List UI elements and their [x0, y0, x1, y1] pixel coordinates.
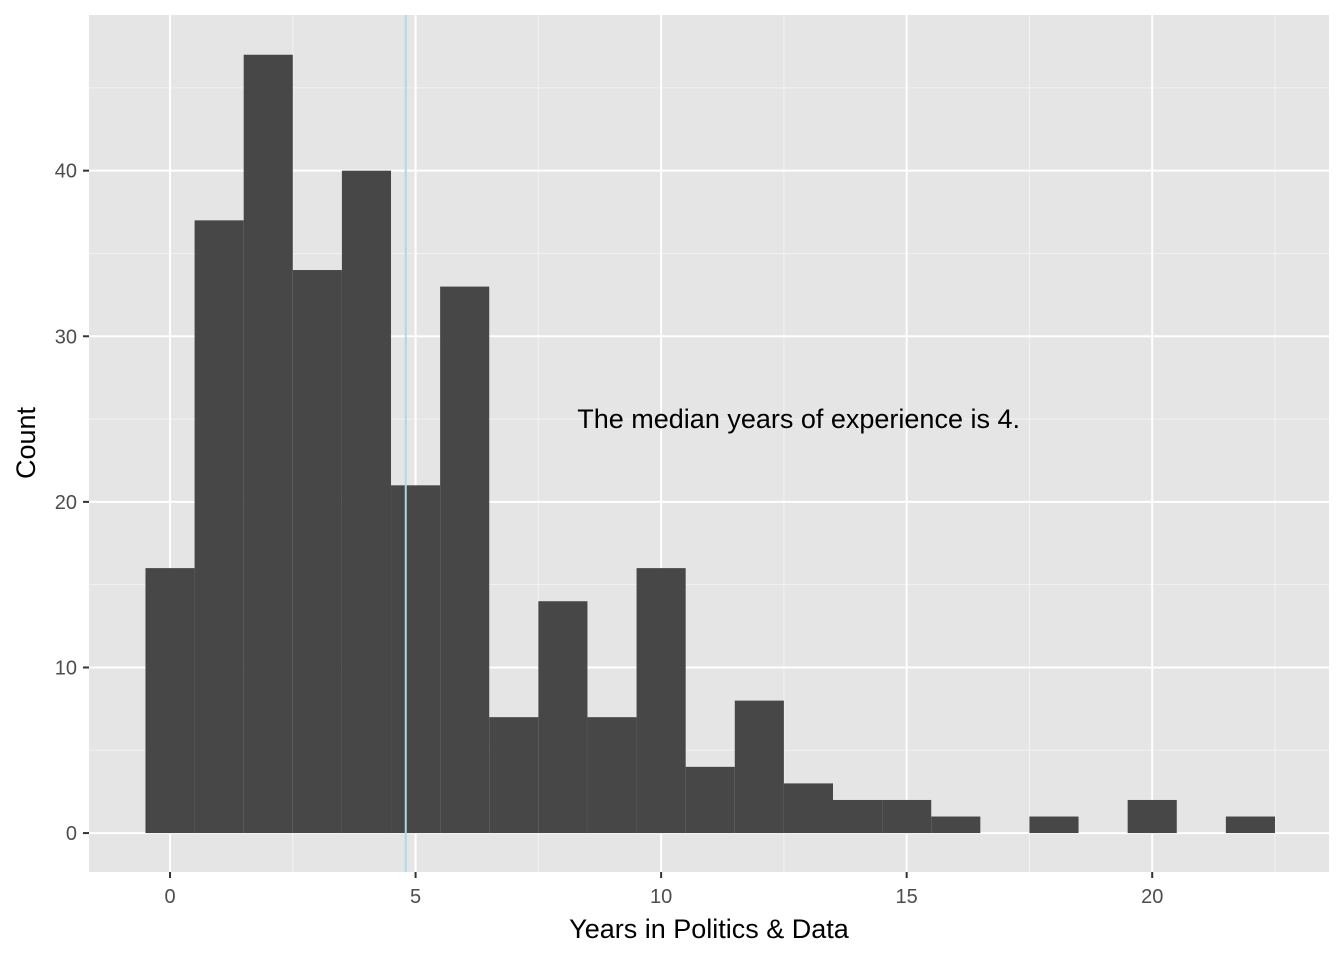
x-tick-label: 10 — [650, 886, 672, 908]
x-tick-label: 15 — [896, 886, 918, 908]
median-annotation: The median years of experience is 4. — [577, 404, 1020, 434]
bar — [341, 170, 392, 834]
bar — [636, 568, 686, 834]
bar — [292, 270, 342, 834]
bar — [391, 485, 441, 834]
bar — [833, 799, 883, 834]
bar — [587, 717, 637, 834]
y-axis: 0 10 20 30 40 — [55, 161, 89, 845]
y-tick-label: 20 — [55, 492, 77, 514]
histogram-bars — [145, 54, 1275, 834]
y-axis-title: Count — [11, 406, 41, 479]
bar — [685, 766, 735, 834]
y-tick-label: 10 — [55, 657, 77, 679]
bar — [1127, 799, 1177, 834]
bar — [194, 220, 244, 834]
y-tick-label: 30 — [55, 326, 77, 348]
x-tick-label: 0 — [164, 886, 175, 908]
y-tick-label: 0 — [66, 823, 77, 845]
bar — [440, 286, 490, 834]
x-axis-title: Years in Politics & Data — [569, 914, 850, 944]
bar — [145, 568, 195, 834]
bar — [882, 799, 932, 834]
x-tick-label: 20 — [1141, 886, 1163, 908]
y-tick-label: 40 — [55, 161, 77, 183]
bar — [538, 601, 588, 834]
bar — [489, 717, 539, 834]
bar — [243, 54, 293, 834]
x-tick-label: 5 — [410, 886, 421, 908]
bar — [931, 816, 981, 834]
bar — [1029, 816, 1079, 834]
x-axis: 0 5 10 15 20 — [164, 872, 1163, 908]
bar — [783, 783, 833, 834]
bar — [734, 700, 784, 834]
bar — [1225, 816, 1275, 834]
